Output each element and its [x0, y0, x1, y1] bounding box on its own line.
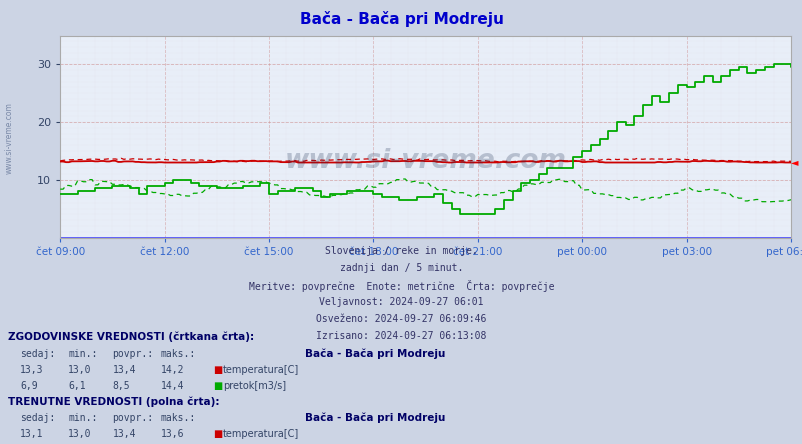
Text: 13,0: 13,0 [68, 429, 91, 440]
Text: 6,1: 6,1 [68, 381, 86, 391]
Text: sedaj:: sedaj: [20, 413, 55, 423]
Text: ZGODOVINSKE VREDNOSTI (črtkana črta):: ZGODOVINSKE VREDNOSTI (črtkana črta): [8, 332, 254, 342]
Text: maks.:: maks.: [160, 349, 196, 359]
Text: temperatura[C]: temperatura[C] [223, 365, 299, 375]
Text: povpr.:: povpr.: [112, 349, 153, 359]
Text: 14,4: 14,4 [160, 381, 184, 391]
Text: Bača - Bača pri Modreju: Bača - Bača pri Modreju [299, 11, 503, 27]
Text: Slovenija / reke in morje.: Slovenija / reke in morje. [325, 246, 477, 257]
Text: Bača - Bača pri Modreju: Bača - Bača pri Modreju [305, 413, 445, 424]
Text: min.:: min.: [68, 413, 98, 423]
Text: 13,1: 13,1 [20, 429, 43, 440]
Text: 13,4: 13,4 [112, 429, 136, 440]
Text: sedaj:: sedaj: [20, 349, 55, 359]
Text: zadnji dan / 5 minut.: zadnji dan / 5 minut. [339, 263, 463, 274]
Text: pretok[m3/s]: pretok[m3/s] [223, 381, 286, 391]
Text: maks.:: maks.: [160, 413, 196, 423]
Text: min.:: min.: [68, 349, 98, 359]
Text: Meritve: povprečne  Enote: metrične  Črta: povprečje: Meritve: povprečne Enote: metrične Črta:… [249, 280, 553, 292]
Text: 14,2: 14,2 [160, 365, 184, 375]
Text: ■: ■ [213, 365, 222, 375]
Text: 6,9: 6,9 [20, 381, 38, 391]
Text: 13,0: 13,0 [68, 365, 91, 375]
Text: 8,5: 8,5 [112, 381, 130, 391]
Text: 13,3: 13,3 [20, 365, 43, 375]
Text: Osveženo: 2024-09-27 06:09:46: Osveženo: 2024-09-27 06:09:46 [316, 314, 486, 324]
Text: povpr.:: povpr.: [112, 413, 153, 423]
Text: 13,6: 13,6 [160, 429, 184, 440]
Text: 13,4: 13,4 [112, 365, 136, 375]
Text: Bača - Bača pri Modreju: Bača - Bača pri Modreju [305, 349, 445, 359]
Text: Veljavnost: 2024-09-27 06:01: Veljavnost: 2024-09-27 06:01 [319, 297, 483, 307]
Text: ■: ■ [213, 429, 222, 440]
Text: ◄: ◄ [790, 158, 797, 167]
Text: Izrisano: 2024-09-27 06:13:08: Izrisano: 2024-09-27 06:13:08 [316, 331, 486, 341]
Text: ■: ■ [213, 381, 222, 391]
Text: www.si-vreme.com: www.si-vreme.com [284, 148, 566, 174]
Text: temperatura[C]: temperatura[C] [223, 429, 299, 440]
Text: www.si-vreme.com: www.si-vreme.com [5, 102, 14, 174]
Text: TRENUTNE VREDNOSTI (polna črta):: TRENUTNE VREDNOSTI (polna črta): [8, 396, 219, 407]
